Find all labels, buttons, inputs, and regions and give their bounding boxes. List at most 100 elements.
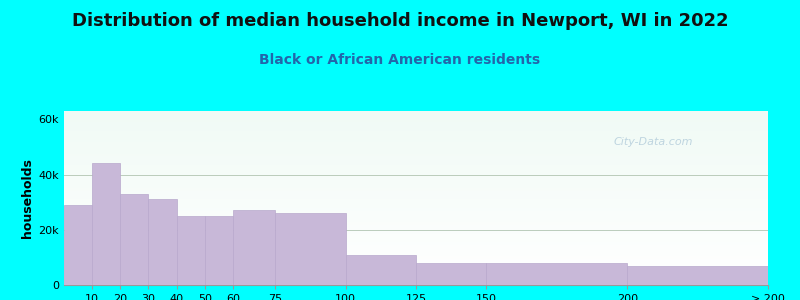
Bar <box>64 121 768 122</box>
Bar <box>64 149 768 150</box>
Bar <box>64 206 768 207</box>
Bar <box>64 262 768 263</box>
Bar <box>64 112 768 113</box>
Bar <box>64 203 768 204</box>
Bar <box>205 216 233 285</box>
Bar <box>64 214 768 215</box>
Bar <box>64 281 768 282</box>
Bar <box>64 274 768 275</box>
Bar <box>64 205 92 285</box>
Bar <box>64 113 768 114</box>
Bar <box>486 263 627 285</box>
Bar <box>64 191 768 192</box>
Bar <box>64 278 768 279</box>
Bar <box>64 209 768 210</box>
Bar <box>64 273 768 274</box>
Bar <box>64 138 768 139</box>
Bar <box>64 153 768 154</box>
Bar <box>64 217 768 218</box>
Text: Black or African American residents: Black or African American residents <box>259 53 541 67</box>
Bar <box>64 226 768 227</box>
Bar <box>64 168 768 169</box>
Bar <box>64 150 768 151</box>
Bar <box>64 201 768 202</box>
Bar <box>64 163 768 164</box>
Bar <box>64 182 768 183</box>
Bar <box>64 204 768 205</box>
Bar <box>64 160 768 161</box>
Bar <box>64 195 768 196</box>
Bar <box>64 148 768 149</box>
Bar <box>64 125 768 126</box>
Bar <box>64 192 768 193</box>
Bar <box>64 208 768 209</box>
Bar <box>64 161 768 162</box>
Bar <box>64 165 768 166</box>
Bar <box>64 185 768 186</box>
Bar <box>64 157 768 158</box>
Bar <box>177 216 205 285</box>
Bar <box>64 144 768 145</box>
Bar <box>64 235 768 236</box>
Bar <box>64 212 768 213</box>
Bar <box>64 249 768 250</box>
Bar <box>64 224 768 225</box>
Bar <box>64 140 768 141</box>
Bar <box>64 245 768 246</box>
Bar <box>64 184 768 185</box>
Bar <box>64 205 768 206</box>
Bar <box>64 118 768 119</box>
Bar <box>64 146 768 147</box>
Bar <box>64 280 768 281</box>
Bar <box>64 120 768 121</box>
Bar <box>233 210 275 285</box>
Bar <box>64 154 768 155</box>
Bar <box>64 194 768 195</box>
Bar <box>64 257 768 258</box>
Bar <box>64 176 768 177</box>
Bar <box>64 199 768 200</box>
Bar <box>64 236 768 237</box>
Bar <box>64 272 768 273</box>
Bar <box>64 279 768 280</box>
Bar <box>64 221 768 222</box>
Bar <box>64 124 768 125</box>
Bar <box>64 243 768 244</box>
Bar <box>64 261 768 262</box>
Bar <box>64 123 768 124</box>
Bar <box>64 170 768 171</box>
Bar <box>64 213 768 214</box>
Bar <box>64 164 768 165</box>
Bar <box>64 126 768 127</box>
Bar <box>64 114 768 115</box>
Bar <box>64 155 768 156</box>
Bar <box>64 211 768 212</box>
Bar <box>64 190 768 191</box>
Bar <box>64 215 768 216</box>
Bar <box>64 167 768 168</box>
Bar <box>64 242 768 243</box>
Bar <box>64 228 768 229</box>
Bar <box>64 145 768 146</box>
Bar <box>64 136 768 137</box>
Y-axis label: households: households <box>22 158 34 238</box>
Bar <box>64 142 768 143</box>
Bar <box>64 216 768 217</box>
Bar <box>64 158 768 159</box>
Bar <box>275 213 346 285</box>
Bar <box>64 275 768 276</box>
Bar <box>64 169 768 170</box>
Bar <box>64 131 768 132</box>
Bar <box>64 137 768 138</box>
Bar <box>64 230 768 231</box>
Bar <box>64 139 768 140</box>
Bar <box>64 254 768 255</box>
Bar <box>64 172 768 173</box>
Bar <box>64 276 768 277</box>
Bar <box>64 258 768 259</box>
Bar <box>64 115 768 116</box>
Bar <box>64 283 768 284</box>
Bar <box>64 196 768 197</box>
Bar <box>64 260 768 261</box>
Bar <box>64 232 768 233</box>
